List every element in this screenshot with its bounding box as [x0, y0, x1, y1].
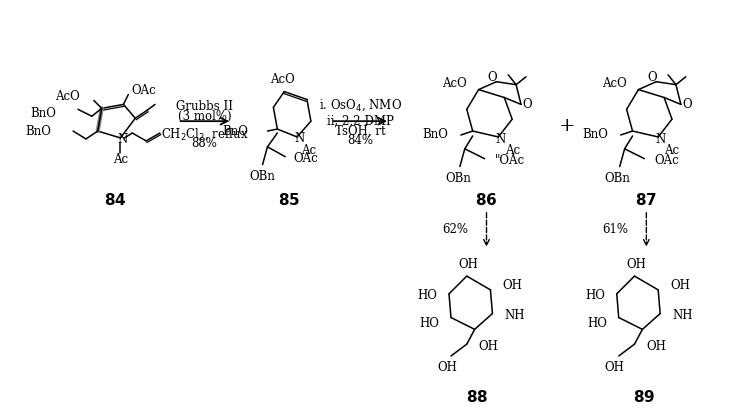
Text: TsOH, rt: TsOH, rt: [335, 124, 386, 138]
Text: Ac: Ac: [113, 153, 128, 166]
Text: (3 mol%): (3 mol%): [177, 110, 231, 123]
Text: OH: OH: [646, 339, 666, 353]
Text: "OAc: "OAc: [494, 154, 525, 167]
Text: O: O: [682, 98, 692, 111]
Text: BnO: BnO: [26, 124, 51, 138]
Text: $\mathbf{88}$: $\mathbf{88}$: [465, 389, 488, 406]
Text: CH$_2$Cl$_2$, reflux: CH$_2$Cl$_2$, reflux: [160, 126, 248, 142]
Text: OBn: OBn: [605, 172, 631, 185]
Text: OBn: OBn: [250, 170, 275, 183]
Text: AcO: AcO: [270, 73, 295, 86]
Text: AcO: AcO: [442, 77, 467, 90]
Text: HO: HO: [420, 317, 439, 330]
Text: N: N: [655, 134, 666, 146]
Text: OH: OH: [459, 258, 479, 271]
Text: OH: OH: [437, 362, 457, 374]
Text: $\mathbf{87}$: $\mathbf{87}$: [635, 192, 657, 208]
Text: 88%: 88%: [192, 137, 217, 150]
Text: Grubbs II: Grubbs II: [176, 100, 233, 113]
Text: $\mathbf{86}$: $\mathbf{86}$: [475, 192, 498, 208]
Text: OH: OH: [478, 339, 499, 353]
Text: 84%: 84%: [347, 134, 373, 147]
Text: +: +: [559, 117, 576, 135]
Text: ii. 2,2-DMP: ii. 2,2-DMP: [327, 115, 393, 128]
Text: Ac: Ac: [302, 144, 317, 157]
Text: OH: OH: [670, 280, 690, 292]
Text: OBn: OBn: [445, 172, 471, 185]
Text: HO: HO: [587, 317, 607, 330]
Text: O: O: [487, 71, 497, 84]
Text: OH: OH: [502, 280, 522, 292]
Text: i. OsO$_4$, NMO: i. OsO$_4$, NMO: [319, 98, 402, 113]
Text: OH: OH: [605, 362, 625, 374]
Text: 61%: 61%: [602, 223, 629, 236]
Text: OAc: OAc: [132, 84, 156, 97]
Text: NH: NH: [672, 309, 693, 322]
Text: NH: NH: [505, 309, 525, 322]
Text: HO: HO: [417, 289, 437, 302]
Text: BnO: BnO: [30, 107, 56, 120]
Text: BnO: BnO: [422, 129, 448, 141]
Text: $\mathbf{85}$: $\mathbf{85}$: [278, 192, 300, 208]
Text: $\mathbf{89}$: $\mathbf{89}$: [633, 389, 656, 406]
Text: HO: HO: [585, 289, 605, 302]
Text: N: N: [117, 134, 128, 146]
Text: OAc: OAc: [654, 154, 679, 167]
Text: N: N: [294, 132, 304, 146]
Text: Ac: Ac: [505, 144, 520, 157]
Text: BnO: BnO: [222, 124, 247, 138]
Text: $\mathbf{84}$: $\mathbf{84}$: [105, 192, 127, 208]
Text: AcO: AcO: [602, 77, 626, 90]
Text: OH: OH: [626, 258, 647, 271]
Text: AcO: AcO: [55, 90, 80, 103]
Text: OAc: OAc: [293, 152, 318, 165]
Text: BnO: BnO: [582, 129, 608, 141]
Text: 62%: 62%: [443, 223, 468, 236]
Text: N: N: [496, 134, 505, 146]
Text: O: O: [647, 71, 657, 84]
Text: O: O: [522, 98, 532, 111]
Text: Ac: Ac: [665, 144, 680, 157]
